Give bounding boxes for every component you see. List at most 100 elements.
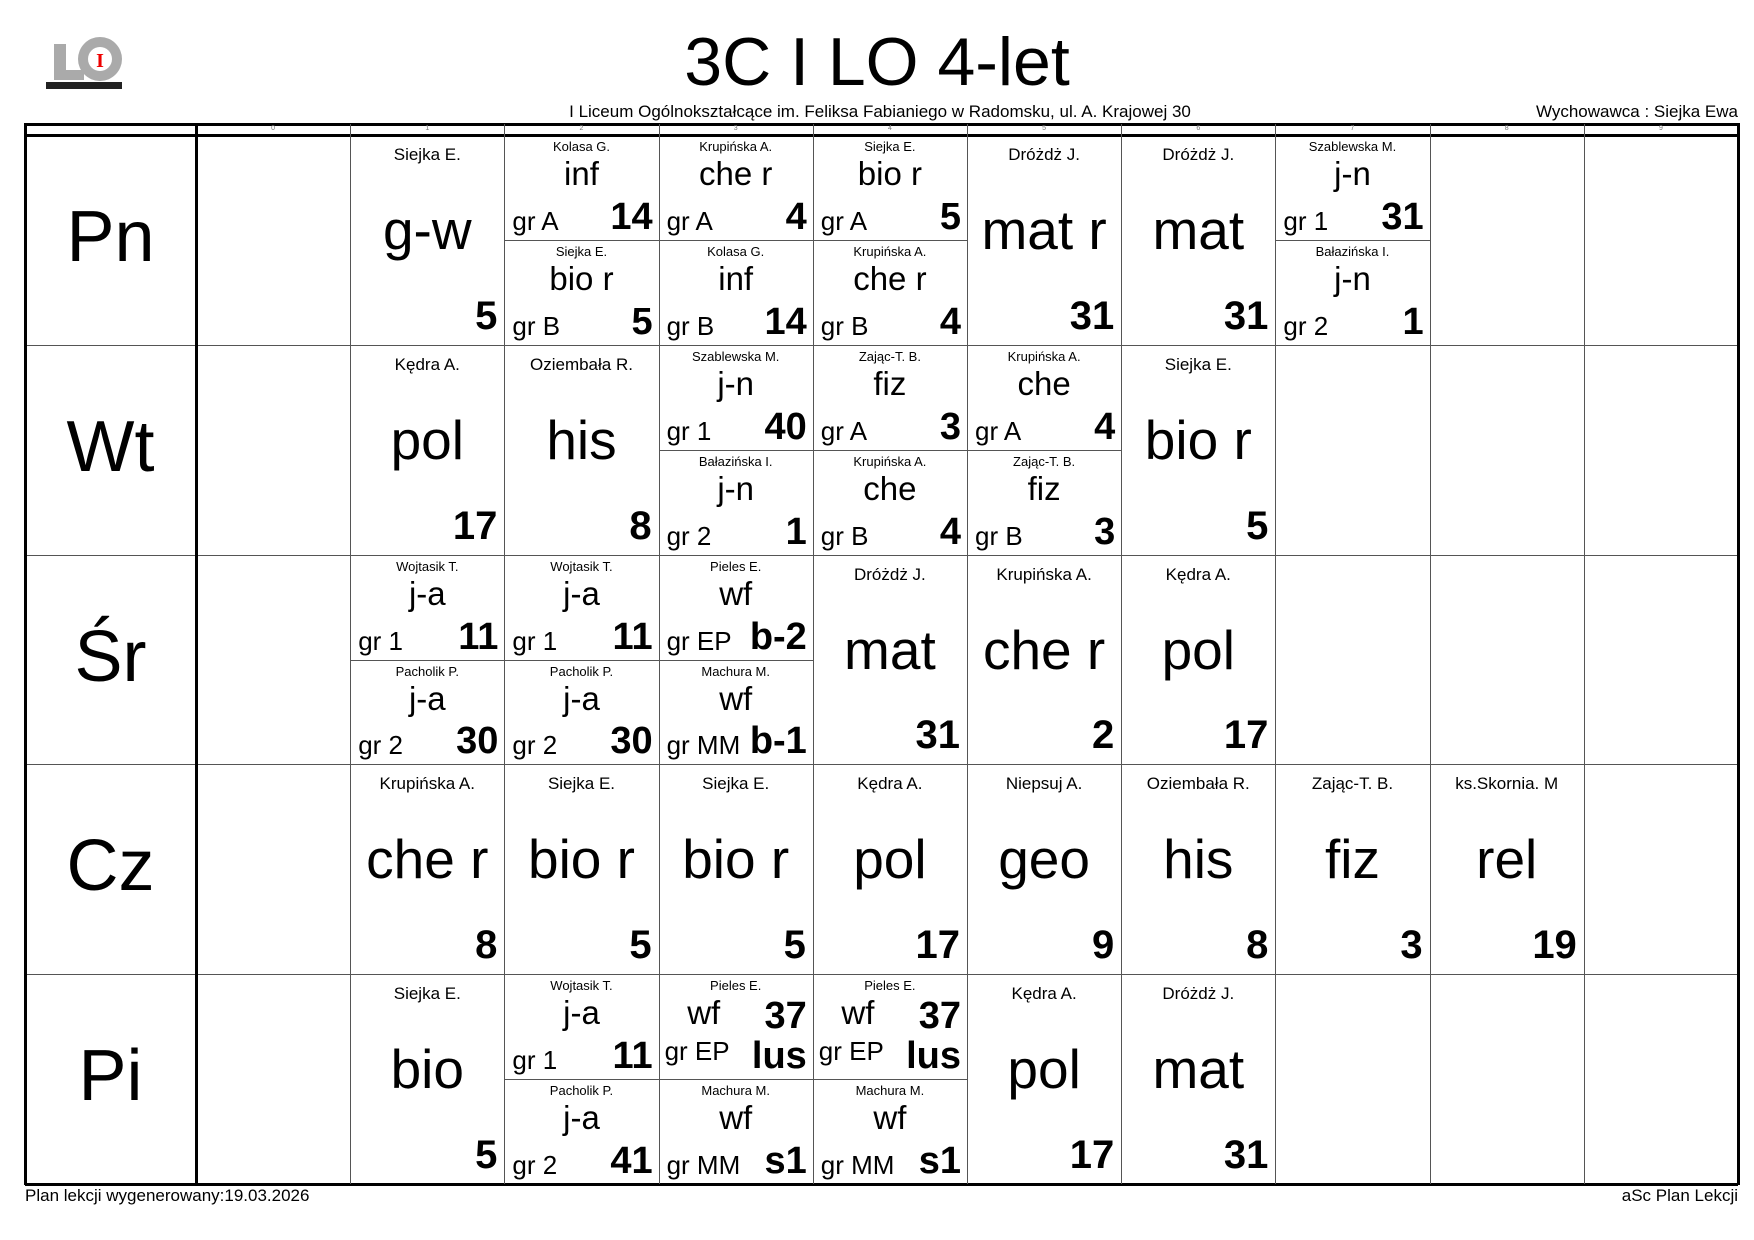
teacher-name: Siejka E. xyxy=(555,243,608,259)
subject: inf xyxy=(718,259,754,297)
subject: j-n xyxy=(1334,259,1371,297)
row-divider xyxy=(25,974,1738,976)
subject: wf xyxy=(841,994,875,1032)
subject: his xyxy=(546,408,617,471)
teacher-name: Wojtasik T. xyxy=(396,558,459,574)
svg-text:I: I xyxy=(96,50,104,72)
room-number: 5 xyxy=(475,293,498,338)
subject: mat xyxy=(844,618,936,681)
room-number: 4 xyxy=(939,510,961,553)
teacher-name: ks.Skornia. M xyxy=(1455,774,1559,794)
table-border-bottom xyxy=(25,1183,1738,1186)
subject: j-n xyxy=(717,469,755,507)
room-number: 5 xyxy=(475,1133,498,1177)
teacher-name: Krupińska A. xyxy=(699,139,773,154)
subject: his xyxy=(1163,828,1234,891)
subject: inf xyxy=(564,155,599,192)
teacher-name: Krupińska A. xyxy=(996,564,1092,584)
room-number: 2 xyxy=(1091,713,1115,758)
subject: pol xyxy=(1161,618,1235,681)
day-label: Pn xyxy=(66,196,155,277)
room-number: 31 xyxy=(1223,1133,1269,1177)
teacher-name: Pacholik P. xyxy=(395,663,459,679)
teacher-name: Siejka E. xyxy=(1164,354,1232,374)
school-logo: I xyxy=(46,37,122,89)
group-name: gr 1 xyxy=(512,625,558,656)
subject: j-a xyxy=(563,1099,600,1137)
group-name: gr B xyxy=(820,310,869,341)
subject: j-a xyxy=(408,679,446,717)
subject: j-a xyxy=(563,574,600,612)
teacher-name: Dróżdż J. xyxy=(1008,145,1080,164)
column-divider xyxy=(812,124,814,1184)
group-name: gr A xyxy=(820,415,868,446)
column-divider xyxy=(350,124,352,1184)
room-number: 14 xyxy=(764,300,807,343)
subject: che r xyxy=(699,155,773,192)
split-divider xyxy=(967,449,1122,451)
group-name: gr A xyxy=(666,205,713,236)
group-name: gr B xyxy=(512,310,561,341)
room-number: 4 xyxy=(1094,405,1116,448)
teacher-name: Kędra A. xyxy=(857,774,923,794)
group-name: gr 1 xyxy=(512,1045,558,1076)
subject: j-n xyxy=(1334,155,1371,192)
teacher-name: Kędra A. xyxy=(1011,984,1077,1004)
period-number: 9 xyxy=(1658,125,1663,132)
room-number: 31 xyxy=(1381,195,1424,238)
period-number: 6 xyxy=(1196,125,1201,132)
period-number: 3 xyxy=(733,125,738,132)
teacher-name: Niepsuj A. xyxy=(1005,774,1083,794)
teacher-name: Machura M. xyxy=(855,1083,925,1099)
teacher-name: Machura M. xyxy=(701,663,770,679)
subject: che xyxy=(863,469,917,507)
teacher-name: Siejka E. xyxy=(393,984,461,1004)
room-number: 11 xyxy=(612,1035,653,1078)
teacher-name: Siejka E. xyxy=(547,774,616,794)
room-number: 37 lus xyxy=(751,995,807,1078)
room-number: 3 xyxy=(1094,510,1116,553)
subject: j-n xyxy=(717,364,755,402)
column-divider xyxy=(1583,124,1585,1184)
room-number: s1 xyxy=(764,1140,807,1182)
subject: mat r xyxy=(981,198,1107,261)
room-number: 5 xyxy=(783,923,806,968)
split-divider xyxy=(1275,239,1430,241)
teacher-name: Dróżdż J. xyxy=(853,564,926,584)
subject: j-a xyxy=(563,994,600,1032)
room-number: 8 xyxy=(475,923,498,968)
teacher-name: Zając-T. B. xyxy=(1013,453,1076,469)
column-divider xyxy=(658,124,660,1184)
row-divider xyxy=(25,344,1738,346)
room-number: 30 xyxy=(610,720,653,763)
subject: wf xyxy=(719,679,753,717)
column-divider xyxy=(1275,124,1277,1184)
subject: bio r xyxy=(682,828,790,891)
subject: geo xyxy=(998,828,1090,891)
column-divider xyxy=(967,124,968,1184)
split-divider xyxy=(350,659,505,661)
teacher-name: Kolasa G. xyxy=(707,243,765,259)
split-divider xyxy=(812,1079,967,1081)
teacher-name: Siejka E. xyxy=(393,145,461,164)
teacher-name: Bałazińska I. xyxy=(1315,243,1390,259)
room-number: 11 xyxy=(612,615,653,658)
group-name: gr A xyxy=(820,205,868,236)
subject: j-a xyxy=(408,574,446,612)
room-number: 31 xyxy=(1223,293,1269,338)
room-number: b-2 xyxy=(749,615,807,658)
split-divider xyxy=(658,1079,813,1081)
period-number: 1 xyxy=(425,125,430,132)
room-number: 3 xyxy=(1400,923,1423,968)
group-name: gr A xyxy=(975,415,1022,446)
teacher-name: Siejka E. xyxy=(864,139,916,154)
group-name: gr 2 xyxy=(358,730,403,761)
teacher-name: Krupińska A. xyxy=(1007,348,1081,364)
subject: pol xyxy=(390,408,464,471)
group-name: gr B xyxy=(666,310,715,341)
room-number: 40 xyxy=(764,405,807,448)
teacher-name: Wojtasik T. xyxy=(550,978,613,994)
group-name: gr MM xyxy=(666,1150,741,1180)
subject: bio r xyxy=(549,259,614,297)
